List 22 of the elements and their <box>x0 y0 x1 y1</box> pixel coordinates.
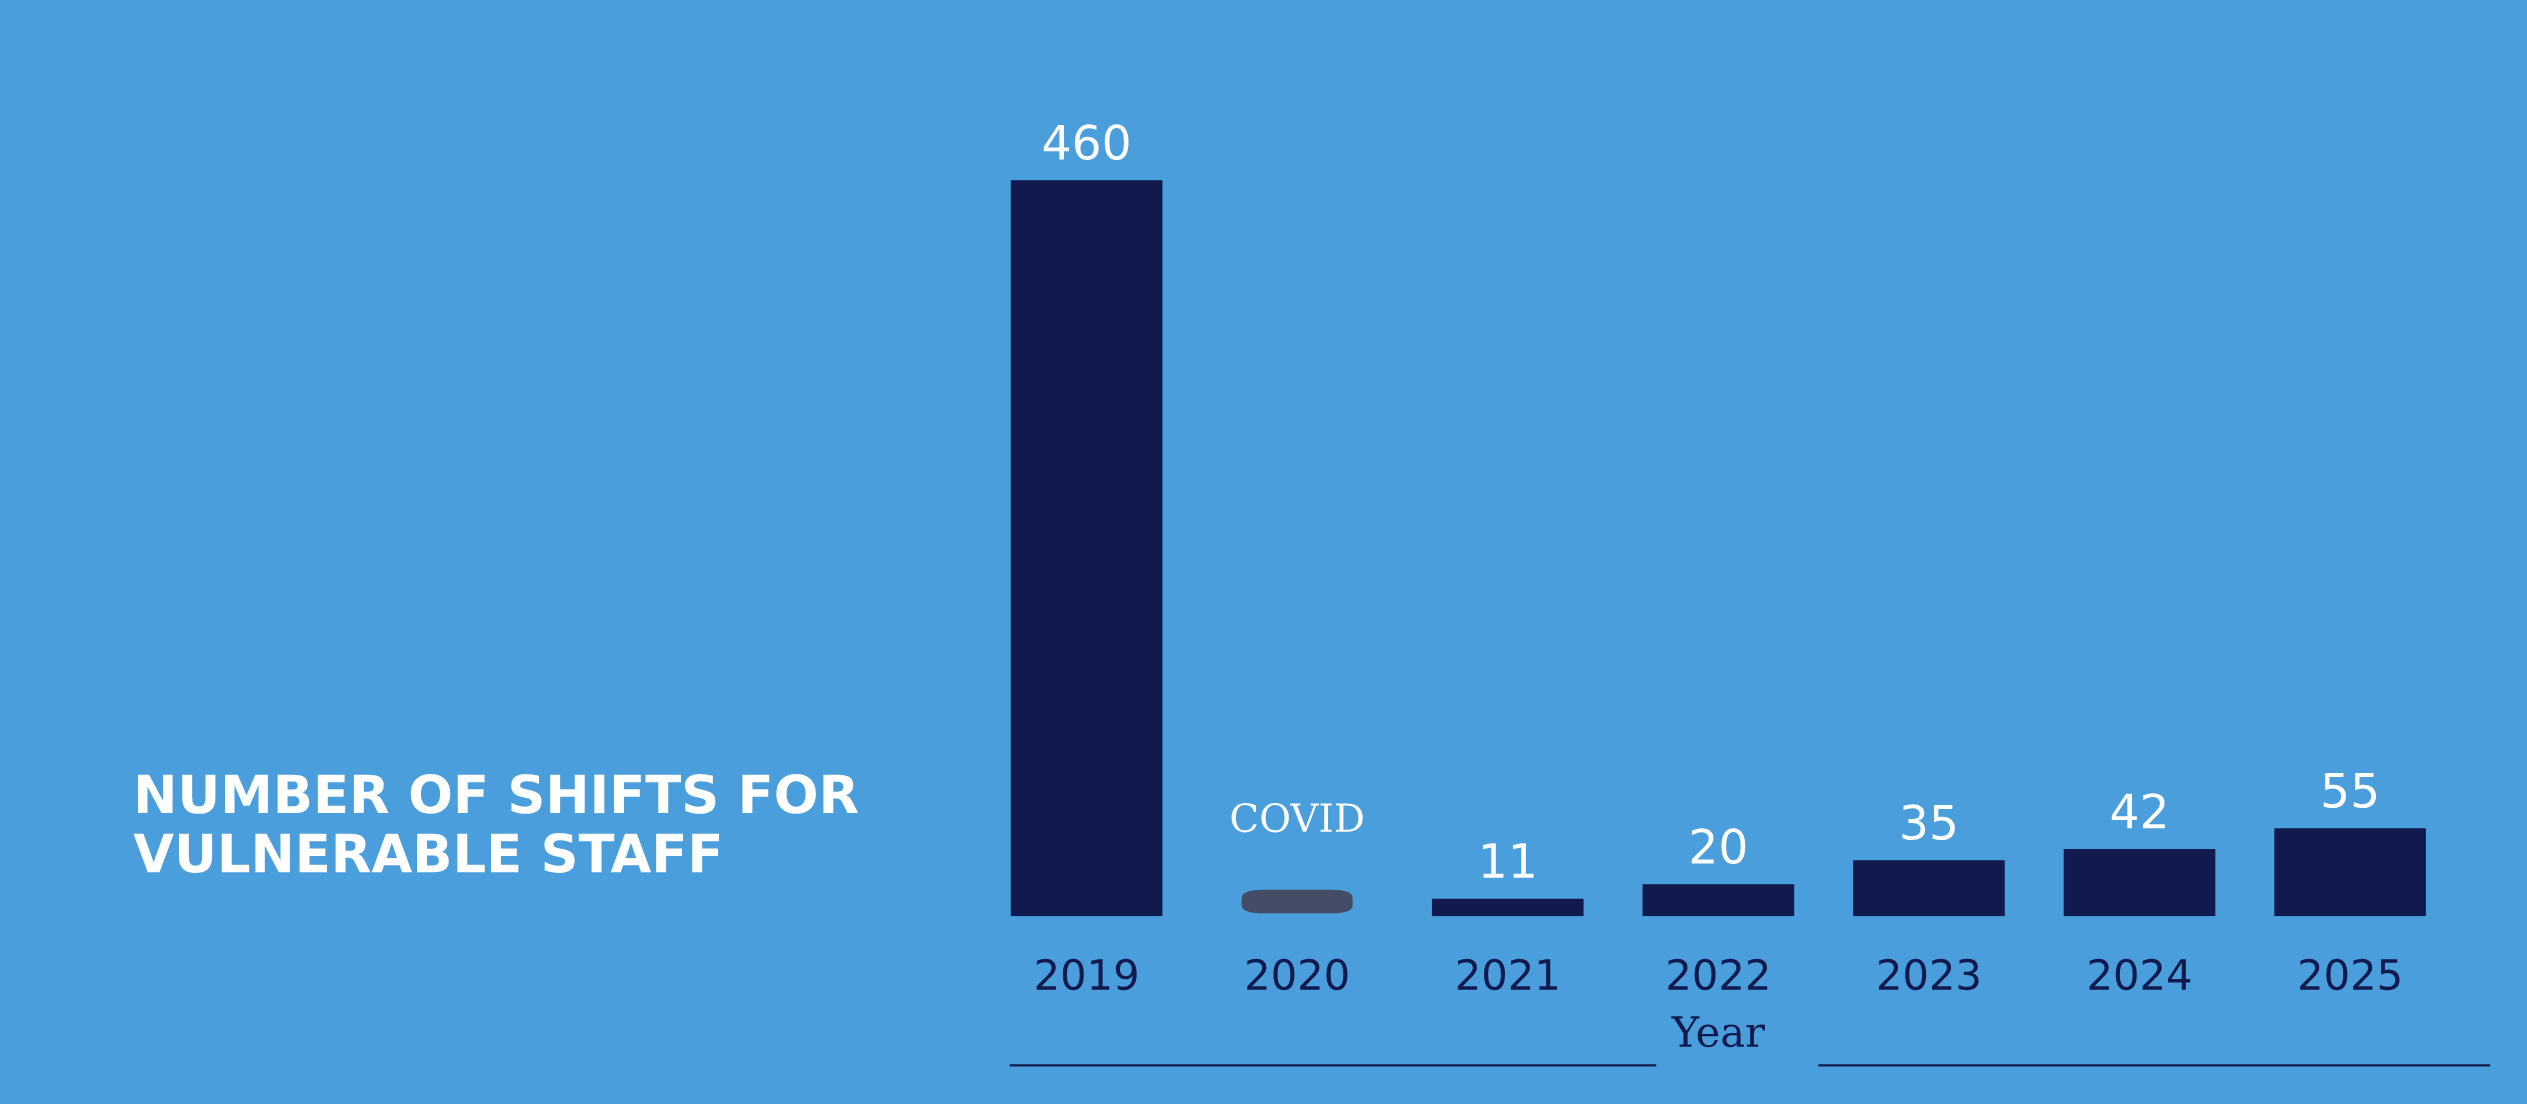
data-label: 42 <box>2111 793 2165 829</box>
x-tick-label: 2025 <box>2300 958 2400 991</box>
x-tick-label: 2019 <box>1036 958 1137 991</box>
annotation: COVID <box>1231 802 1363 833</box>
text: NUMBER OF SHIFTS FOR VULNERABLE STAFF <box>133 773 859 873</box>
x-tick-label: 2024 <box>2089 958 2191 991</box>
bar <box>2063 849 2216 917</box>
data-label: 11 <box>1482 843 1534 878</box>
x-axis-title: Year <box>1671 1016 1765 1048</box>
bar <box>2274 828 2426 917</box>
x-tick-label: 2020 <box>1247 958 1348 991</box>
x-tick-label: 2022 <box>1668 958 1768 991</box>
data-label: 460 <box>1043 124 1129 161</box>
x-tick-label: 2021 <box>1457 958 1557 991</box>
data-label: 55 <box>2323 772 2377 809</box>
data-label: 35 <box>1902 804 1955 841</box>
bar <box>1853 860 2005 917</box>
data-label: 20 <box>1691 828 1746 865</box>
x-tick-label: 2023 <box>1878 958 1979 991</box>
bar <box>1010 180 1163 917</box>
bar <box>1642 884 1795 917</box>
bar <box>1431 898 1584 917</box>
